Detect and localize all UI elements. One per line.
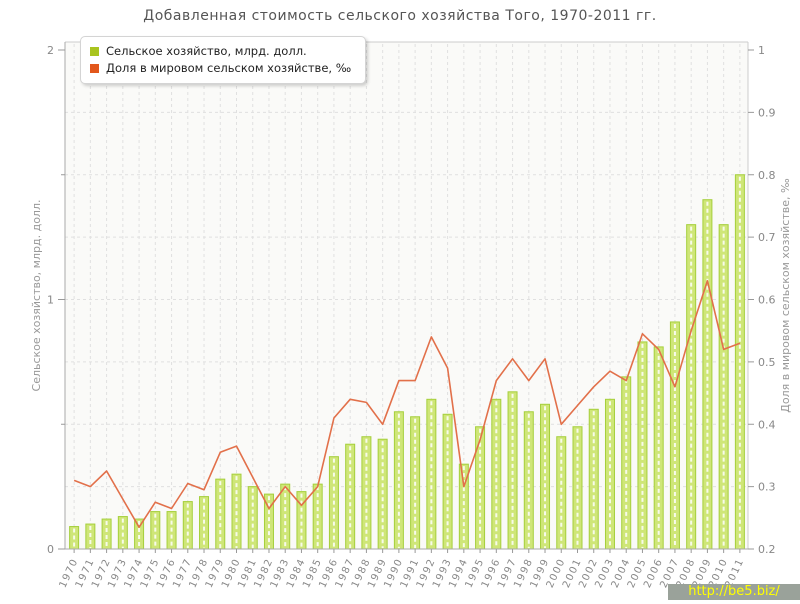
svg-text:0.7: 0.7 xyxy=(758,231,776,244)
right-axis-title: Доля в мировом сельском хозяйстве, ‰ xyxy=(779,178,792,413)
svg-text:0.3: 0.3 xyxy=(758,481,776,494)
legend-swatch-line-icon xyxy=(90,64,99,73)
left-axis-title: Сельское хозяйство, млрд. долл. xyxy=(30,200,43,392)
svg-text:1: 1 xyxy=(47,294,54,307)
legend-label-share: Доля в мировом сельском хозяйстве, ‰ xyxy=(106,61,352,75)
svg-text:0.8: 0.8 xyxy=(758,169,776,182)
svg-text:0.6: 0.6 xyxy=(758,294,776,307)
plot-background xyxy=(65,42,748,549)
svg-text:0: 0 xyxy=(47,543,54,556)
legend-swatch-bars-icon xyxy=(90,47,99,56)
bar-1984[interactable] xyxy=(296,491,307,550)
left-axis-ticks: 0 1 2 xyxy=(47,44,65,556)
watermark-link[interactable]: http://be5.biz/ xyxy=(668,584,800,600)
legend-label-agriculture: Сельское хозяйство, млрд. долл. xyxy=(106,44,307,58)
legend-item-agriculture: Сельское хозяйство, млрд. долл. xyxy=(90,43,351,60)
svg-text:0.9: 0.9 xyxy=(758,106,776,119)
chart-legend: Сельское хозяйство, млрд. долл. Доля в м… xyxy=(80,36,367,84)
svg-text:0.2: 0.2 xyxy=(758,543,776,556)
bar-2002[interactable] xyxy=(588,408,599,550)
svg-text:0.4: 0.4 xyxy=(758,418,776,431)
svg-text:2: 2 xyxy=(47,44,54,57)
bars-series xyxy=(69,174,745,550)
right-axis-ticks: 0.2 0.3 0.4 0.5 0.6 0.7 0.8 0.9 1 xyxy=(748,44,776,556)
share-line xyxy=(73,279,741,529)
legend-item-share: Доля в мировом сельском хозяйстве, ‰ xyxy=(90,60,351,77)
x-axis-ticks: 1970197119721973197419751976197719781979… xyxy=(58,549,747,590)
chart-title: Добавленная стоимость сельского хозяйств… xyxy=(143,8,657,24)
svg-text:0.5: 0.5 xyxy=(758,356,776,369)
svg-text:1: 1 xyxy=(758,44,765,57)
